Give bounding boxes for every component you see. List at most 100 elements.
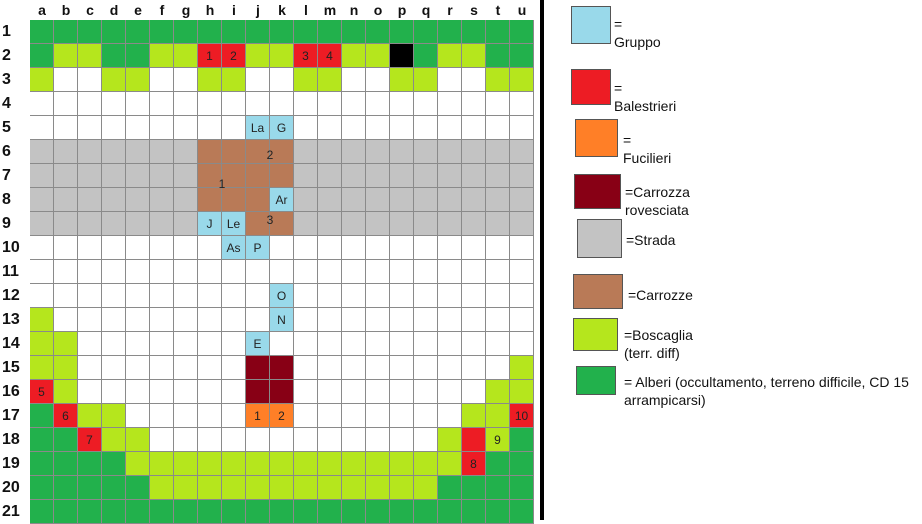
map-cell-n15-empty	[342, 356, 366, 380]
map-cell-n18-empty	[342, 428, 366, 452]
legend-label-overturned-carriage: =Carrozza rovesciata	[625, 184, 690, 218]
map-cell-s18-crossbowman	[462, 428, 486, 452]
map-cell-a14-brush	[30, 332, 54, 356]
panel-divider	[540, 0, 544, 520]
map-cell-o12-empty	[366, 284, 390, 308]
map-cell-a12-empty	[30, 284, 54, 308]
map-cell-u16-brush	[510, 380, 534, 404]
map-cell-i3-brush	[222, 68, 246, 92]
map-cell-m9-road	[318, 212, 342, 236]
map-cell-t5-empty	[486, 116, 510, 140]
row-header-10: 10	[2, 239, 20, 256]
map-cell-i9-group: Le	[222, 212, 246, 236]
map-cell-p20-brush	[390, 476, 414, 500]
map-cell-h3-brush	[198, 68, 222, 92]
map-cell-t13-empty	[486, 308, 510, 332]
map-cell-r6-road	[438, 140, 462, 164]
map-cell-f8-road	[150, 188, 174, 212]
map-cell-u2-trees	[510, 44, 534, 68]
map-cell-s3-empty	[462, 68, 486, 92]
map-cell-t8-road	[486, 188, 510, 212]
map-cell-i17-empty	[222, 404, 246, 428]
map-cell-r20-trees	[438, 476, 462, 500]
map-cell-r5-empty	[438, 116, 462, 140]
cell-label: As	[226, 240, 241, 255]
map-cell-t21-trees	[486, 500, 510, 524]
map-cell-j2-brush	[246, 44, 270, 68]
map-cell-m3-brush	[318, 68, 342, 92]
map-cell-c4-empty	[78, 92, 102, 116]
row-header-16: 16	[2, 383, 20, 400]
legend-label-crossbowmen: = Balestrieri	[614, 80, 677, 114]
map-cell-q12-empty	[414, 284, 438, 308]
map-cell-m17-empty	[318, 404, 342, 428]
map-cell-k19-brush	[270, 452, 294, 476]
map-cell-l10-empty	[294, 236, 318, 260]
map-cell-o16-empty	[366, 380, 390, 404]
map-cell-g16-empty	[174, 380, 198, 404]
map-cell-n17-empty	[342, 404, 366, 428]
map-cell-u18-trees	[510, 428, 534, 452]
map-cell-o2-brush	[366, 44, 390, 68]
map-cell-j10-group: P	[246, 236, 270, 260]
map-cell-n2-brush	[342, 44, 366, 68]
map-cell-o17-empty	[366, 404, 390, 428]
map-cell-i7-carriage	[222, 164, 246, 188]
map-cell-l20-brush	[294, 476, 318, 500]
map-cell-g11-empty	[174, 260, 198, 284]
map-cell-a4-empty	[30, 92, 54, 116]
map-cell-p18-empty	[390, 428, 414, 452]
map-cell-m1-trees	[318, 20, 342, 44]
map-cell-a10-empty	[30, 236, 54, 260]
map-cell-k21-trees	[270, 500, 294, 524]
map-cell-c13-empty	[78, 308, 102, 332]
legend-swatch-road	[577, 219, 622, 258]
map-cell-m4-empty	[318, 92, 342, 116]
map-cell-l2-crossbowman: 3	[294, 44, 318, 68]
cell-label: 10	[514, 408, 529, 423]
map-cell-u19-trees	[510, 452, 534, 476]
row-header-1: 1	[2, 23, 11, 40]
map-cell-q15-empty	[414, 356, 438, 380]
map-cell-s13-empty	[462, 308, 486, 332]
map-cell-j17-rifleman: 1	[246, 404, 270, 428]
map-cell-q16-empty	[414, 380, 438, 404]
column-header-r: r	[447, 2, 453, 18]
column-header-d: d	[109, 2, 119, 18]
map-cell-h8-carriage	[198, 188, 222, 212]
map-cell-s11-empty	[462, 260, 486, 284]
cell-label: J	[206, 216, 213, 231]
map-cell-j1-trees	[246, 20, 270, 44]
map-cell-g13-empty	[174, 308, 198, 332]
map-cell-b20-trees	[54, 476, 78, 500]
cell-label: P	[253, 240, 262, 255]
map-cell-f20-brush	[150, 476, 174, 500]
map-cell-e14-empty	[126, 332, 150, 356]
map-cell-b4-empty	[54, 92, 78, 116]
map-cell-i1-trees	[222, 20, 246, 44]
map-cell-m14-empty	[318, 332, 342, 356]
map-cell-p21-trees	[390, 500, 414, 524]
map-cell-r21-trees	[438, 500, 462, 524]
map-cell-p17-empty	[390, 404, 414, 428]
map-cell-m13-empty	[318, 308, 342, 332]
map-cell-g12-empty	[174, 284, 198, 308]
row-header-11: 11	[2, 263, 19, 280]
cell-label: Le	[226, 216, 241, 231]
map-cell-h9-group: J	[198, 212, 222, 236]
map-cell-t18-brush: 9	[486, 428, 510, 452]
column-header-g: g	[181, 2, 191, 18]
map-cell-k16-overturned-carriage	[270, 380, 294, 404]
map-cell-d13-empty	[102, 308, 126, 332]
row-header-21: 21	[2, 503, 20, 520]
column-header-u: u	[517, 2, 527, 18]
map-cell-p4-empty	[390, 92, 414, 116]
map-cell-o1-trees	[366, 20, 390, 44]
map-cell-f1-trees	[150, 20, 174, 44]
map-cell-u4-empty	[510, 92, 534, 116]
map-cell-l16-empty	[294, 380, 318, 404]
row-header-12: 12	[2, 287, 20, 304]
map-cell-f14-empty	[150, 332, 174, 356]
map-cell-i10-group: As	[222, 236, 246, 260]
map-cell-n8-road	[342, 188, 366, 212]
